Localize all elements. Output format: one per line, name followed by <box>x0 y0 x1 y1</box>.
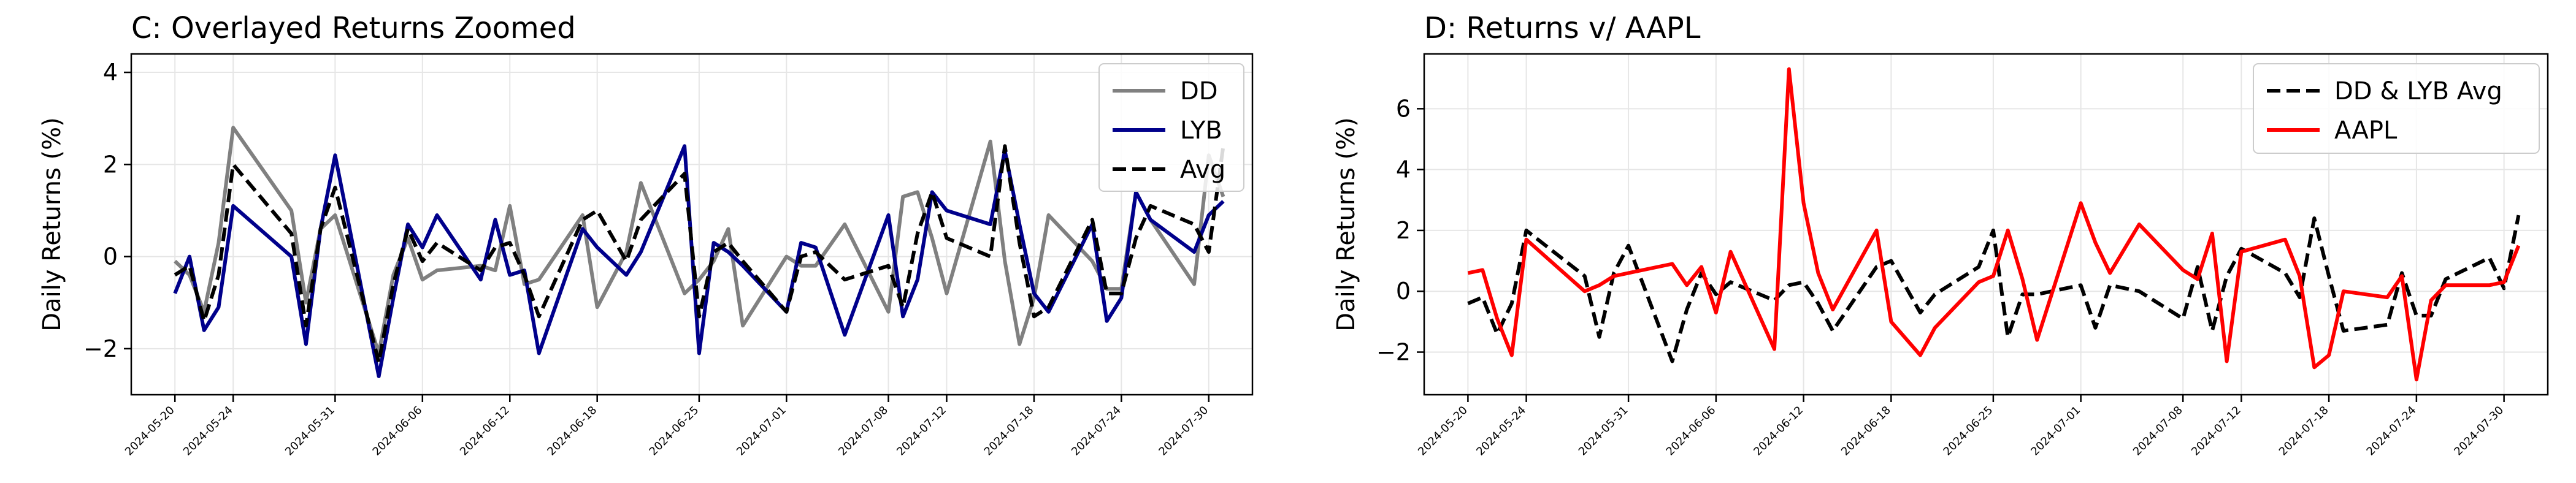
panel-c-xtick-label: 2024-07-01 <box>734 404 789 458</box>
panel-d-xtick-label: 2024-06-06 <box>1664 404 1719 458</box>
panel-c-ytick-label: 0 <box>103 243 118 270</box>
panel-c-returns-zoomed: C: Overlayed Returns Zoomed −2 0 2 4 2024-0… <box>38 11 1254 458</box>
panel-c-series-line-lyb <box>173 144 1225 378</box>
panel-d-xtick-label: 2024-05-31 <box>1576 404 1631 458</box>
panel-c-xtick-label: 2024-06-06 <box>370 404 425 458</box>
panel-d-xtick-label: 2024-06-18 <box>1839 404 1893 458</box>
panel-d-series-line-aapl <box>1467 67 2521 382</box>
panel-d-ytick-label: 0 <box>1396 278 1411 305</box>
panel-d-legend-label: DD & LYB Avg <box>2334 77 2502 105</box>
panel-c-xtick-label: 2024-05-24 <box>181 404 236 458</box>
panel-c-legend-label: DD <box>1180 77 1218 105</box>
panel-c-legend-label: LYB <box>1180 116 1222 145</box>
panel-d-xtick-label: 2024-07-12 <box>2189 404 2244 458</box>
panel-d-grid <box>1424 54 2548 395</box>
panel-d-legend: DD & LYB Avg AAPL <box>2253 63 2540 154</box>
panel-c-ytick-label: −2 <box>83 335 118 362</box>
panel-d-series-lines <box>1467 67 2521 382</box>
panel-c-xtick-label: 2024-05-20 <box>123 404 177 458</box>
panel-d-title: D: Returns v/ AAPL <box>1424 11 1701 45</box>
panel-d-xtick-label: 2024-05-20 <box>1416 404 1470 458</box>
panel-c-xtick-label: 2024-05-31 <box>283 404 337 458</box>
panel-d-xtick-label: 2024-05-24 <box>1474 404 1528 458</box>
panel-d-ytick-label: 6 <box>1396 95 1411 122</box>
panel-d-ytick-label: −2 <box>1376 339 1411 366</box>
panel-d-xtick-label: 2024-07-18 <box>2277 404 2331 458</box>
panel-d-x-ticks: 2024-05-20 2024-05-24 2024-05-31 2024-06-06… <box>1416 395 2506 458</box>
panel-c-axes-frame <box>130 53 1254 396</box>
panel-c-y-ticks: −2 0 2 4 <box>83 59 131 362</box>
panel-c-xtick-label: 2024-07-24 <box>1069 404 1124 458</box>
panel-c-series-line-dd <box>174 126 1225 356</box>
panel-c-xtick-label: 2024-07-12 <box>894 404 949 458</box>
panel-d-xtick-label: 2024-07-01 <box>2028 404 2083 458</box>
panel-d-legend-label: AAPL <box>2334 116 2398 145</box>
panel-c-xtick-label: 2024-06-25 <box>647 404 702 458</box>
panel-d-y-ticks: −2 0 2 4 6 <box>1376 95 1424 366</box>
panel-d-series-line-dd-lyb-avg <box>1467 215 2521 363</box>
panel-d-xtick-label: 2024-06-25 <box>1941 404 1996 458</box>
panel-c-legend: DD LYB Avg <box>1098 63 1244 192</box>
panel-c-legend-box <box>1098 63 1244 192</box>
panel-d-xtick-label: 2024-07-30 <box>2451 404 2506 458</box>
panel-d-xtick-label: 2024-06-12 <box>1751 404 1806 458</box>
panel-c-xtick-label: 2024-06-12 <box>458 404 512 458</box>
panel-c-ytick-label: 4 <box>103 59 118 86</box>
panel-c-title: C: Overlayed Returns Zoomed <box>131 11 576 45</box>
panel-d-ytick-label: 4 <box>1396 156 1411 183</box>
panel-c-series-lines <box>173 126 1225 378</box>
panel-c-xtick-label: 2024-07-18 <box>982 404 1037 458</box>
panel-c-x-ticks: 2024-05-20 2024-05-24 2024-05-31 2024-06-06… <box>123 395 1211 458</box>
panel-c-ylabel: Daily Returns (%) <box>38 117 66 331</box>
panel-d-axes-frame <box>1423 53 2549 396</box>
panel-c-series-line-avg <box>174 144 1225 365</box>
panel-c-xtick-label: 2024-07-08 <box>836 404 891 458</box>
panel-d-legend-box <box>2253 63 2540 154</box>
panel-c-xtick-label: 2024-07-30 <box>1156 404 1211 458</box>
panel-c-ytick-label: 2 <box>103 151 118 178</box>
panel-d-ylabel: Daily Returns (%) <box>1332 117 1360 331</box>
panel-d-xtick-label: 2024-07-08 <box>2131 404 2185 458</box>
panel-d-xtick-label: 2024-07-24 <box>2364 404 2419 458</box>
panel-c-xtick-label: 2024-06-18 <box>545 404 599 458</box>
panel-d-ytick-label: 2 <box>1396 217 1411 244</box>
panel-c-legend-label: Avg <box>1180 156 1225 184</box>
